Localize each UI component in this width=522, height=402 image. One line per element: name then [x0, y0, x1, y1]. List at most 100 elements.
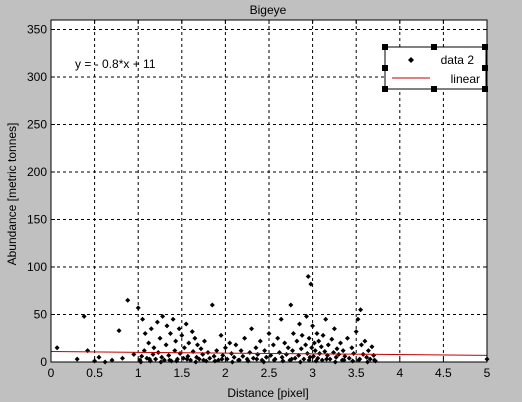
- y-tick-label: 150: [27, 213, 47, 227]
- scatter-point: [125, 297, 131, 303]
- scatter-point: [188, 357, 194, 363]
- scatter-point: [227, 340, 233, 346]
- scatter-point: [320, 332, 326, 338]
- scatter-point: [148, 326, 154, 332]
- scatter-point: [166, 352, 172, 358]
- legend-handle[interactable]: [482, 44, 488, 50]
- x-axis-label: Distance [pixel]: [227, 386, 308, 400]
- scatter-point: [201, 338, 207, 344]
- legend-handle[interactable]: [382, 86, 388, 92]
- scatter-point: [179, 332, 185, 338]
- scatter-point: [147, 356, 153, 362]
- scatter-point: [344, 335, 350, 341]
- scatter-point: [164, 323, 170, 329]
- scatter-point: [369, 344, 375, 350]
- scatter-point: [183, 321, 189, 327]
- scatter-point: [250, 355, 256, 361]
- scatter-point: [298, 346, 304, 352]
- scatter-point: [271, 357, 277, 363]
- scatter-point: [109, 357, 115, 363]
- scatter-point: [323, 316, 329, 322]
- x-tick-label: 4: [396, 366, 403, 380]
- scatter-point: [341, 357, 347, 363]
- scatter-point: [306, 357, 312, 363]
- scatter-point: [364, 354, 370, 360]
- scatter-point: [254, 356, 260, 362]
- scatter-point: [292, 355, 298, 361]
- scatter-point: [172, 348, 178, 354]
- scatter-point: [351, 350, 357, 356]
- scatter-point: [262, 348, 268, 354]
- scatter-point: [305, 274, 311, 279]
- scatter-point: [176, 326, 182, 332]
- x-tick-label: 3: [309, 366, 316, 380]
- scatter-point: [367, 356, 373, 362]
- scatter-point: [240, 353, 246, 359]
- scatter-point: [135, 305, 141, 311]
- scatter-point: [308, 281, 314, 287]
- legend[interactable]: data 2 linear: [382, 44, 488, 92]
- legend-handle[interactable]: [431, 86, 437, 92]
- scatter-point: [131, 351, 137, 357]
- scatter-point: [211, 353, 217, 359]
- scatter-point: [268, 352, 274, 358]
- scatter-point: [142, 331, 148, 336]
- scatter-point: [355, 316, 361, 322]
- scatter-point: [309, 345, 315, 351]
- scatter-point: [325, 342, 331, 348]
- scatter-point: [141, 348, 147, 354]
- scatter-point: [290, 348, 296, 354]
- x-tick-label: 4.5: [435, 366, 452, 380]
- legend-handle[interactable]: [431, 44, 437, 50]
- scatter-point: [196, 356, 202, 362]
- y-tick-label: 0: [40, 355, 47, 369]
- scatter-point: [318, 344, 324, 350]
- scatter-point: [289, 356, 295, 362]
- scatter-point: [340, 348, 346, 354]
- x-tick-label: 3.5: [348, 366, 365, 380]
- fit-line-linear: [50, 351, 488, 356]
- scatter-point: [116, 328, 122, 334]
- scatter-point: [159, 354, 165, 360]
- scatter-point: [242, 335, 248, 341]
- scatter-point: [163, 342, 169, 348]
- legend-handle[interactable]: [382, 65, 388, 71]
- scatter-point: [357, 356, 363, 362]
- scatter-point: [316, 338, 322, 344]
- scatter-point: [331, 326, 337, 332]
- scatter-point: [279, 354, 285, 360]
- x-tick-label: 2.5: [261, 366, 278, 380]
- scatter-point: [297, 321, 303, 327]
- y-tick-label: 300: [27, 70, 47, 84]
- scatter-point: [278, 316, 284, 322]
- scatter-point: [209, 302, 215, 308]
- fit-equation-annotation: y = - 0.8*x + 11: [75, 57, 156, 71]
- scatter-point: [54, 345, 60, 351]
- legend-handle[interactable]: [382, 44, 388, 50]
- scatter-point: [198, 346, 204, 352]
- scatter-point: [285, 345, 291, 351]
- scatter-point: [214, 348, 220, 354]
- scatter-point: [362, 338, 368, 344]
- legend-handle[interactable]: [482, 86, 488, 92]
- scatter-point: [157, 335, 163, 341]
- scatter-point: [353, 329, 359, 335]
- scatter-point: [310, 353, 316, 359]
- scatter-point: [207, 355, 213, 361]
- scatter-point: [257, 338, 263, 344]
- scatter-point: [329, 336, 335, 342]
- scatter-point: [303, 342, 309, 348]
- legend-handle[interactable]: [482, 65, 488, 71]
- scatter-point: [151, 345, 157, 351]
- scatter-point: [290, 331, 296, 336]
- scatter-point: [150, 351, 156, 357]
- scatter-point: [333, 354, 339, 360]
- scatter-point: [146, 340, 152, 346]
- scatter-point: [311, 340, 317, 346]
- scatter-point: [120, 355, 126, 361]
- scatter-point: [322, 349, 328, 355]
- scatter-point: [270, 342, 276, 348]
- scatter-point: [186, 340, 192, 346]
- scatter-point: [215, 357, 221, 363]
